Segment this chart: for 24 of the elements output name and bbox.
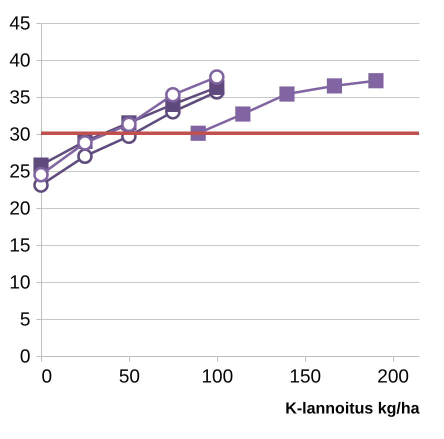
point [235,106,250,122]
point [368,73,384,88]
y-tick-label: 30 [9,124,30,146]
y-tick-label: 45 [9,14,30,34]
point [165,87,181,103]
x-tick-label: 0 [42,366,52,388]
y-tick-label: 5 [20,310,30,330]
x-tick-label: 100 [201,366,234,388]
x-tick-label: 150 [289,366,322,388]
y-tick-label: 15 [9,236,30,256]
point [209,69,225,85]
y-tick-label: 35 [9,88,30,108]
point [279,86,295,102]
point [77,148,93,164]
point [326,78,342,94]
y-tick-label: 40 [9,50,30,72]
y-tick-label: 20 [9,198,30,220]
y-tick-label: 0 [20,346,30,368]
y-tick-label: 25 [9,162,30,182]
x-tick-label: 200 [377,366,409,388]
y-tick-label: 10 [9,272,30,294]
point [33,166,49,182]
x-axis-title: K-lannoitus kg/ha [285,400,420,418]
x-tick-label: 50 [118,366,140,388]
